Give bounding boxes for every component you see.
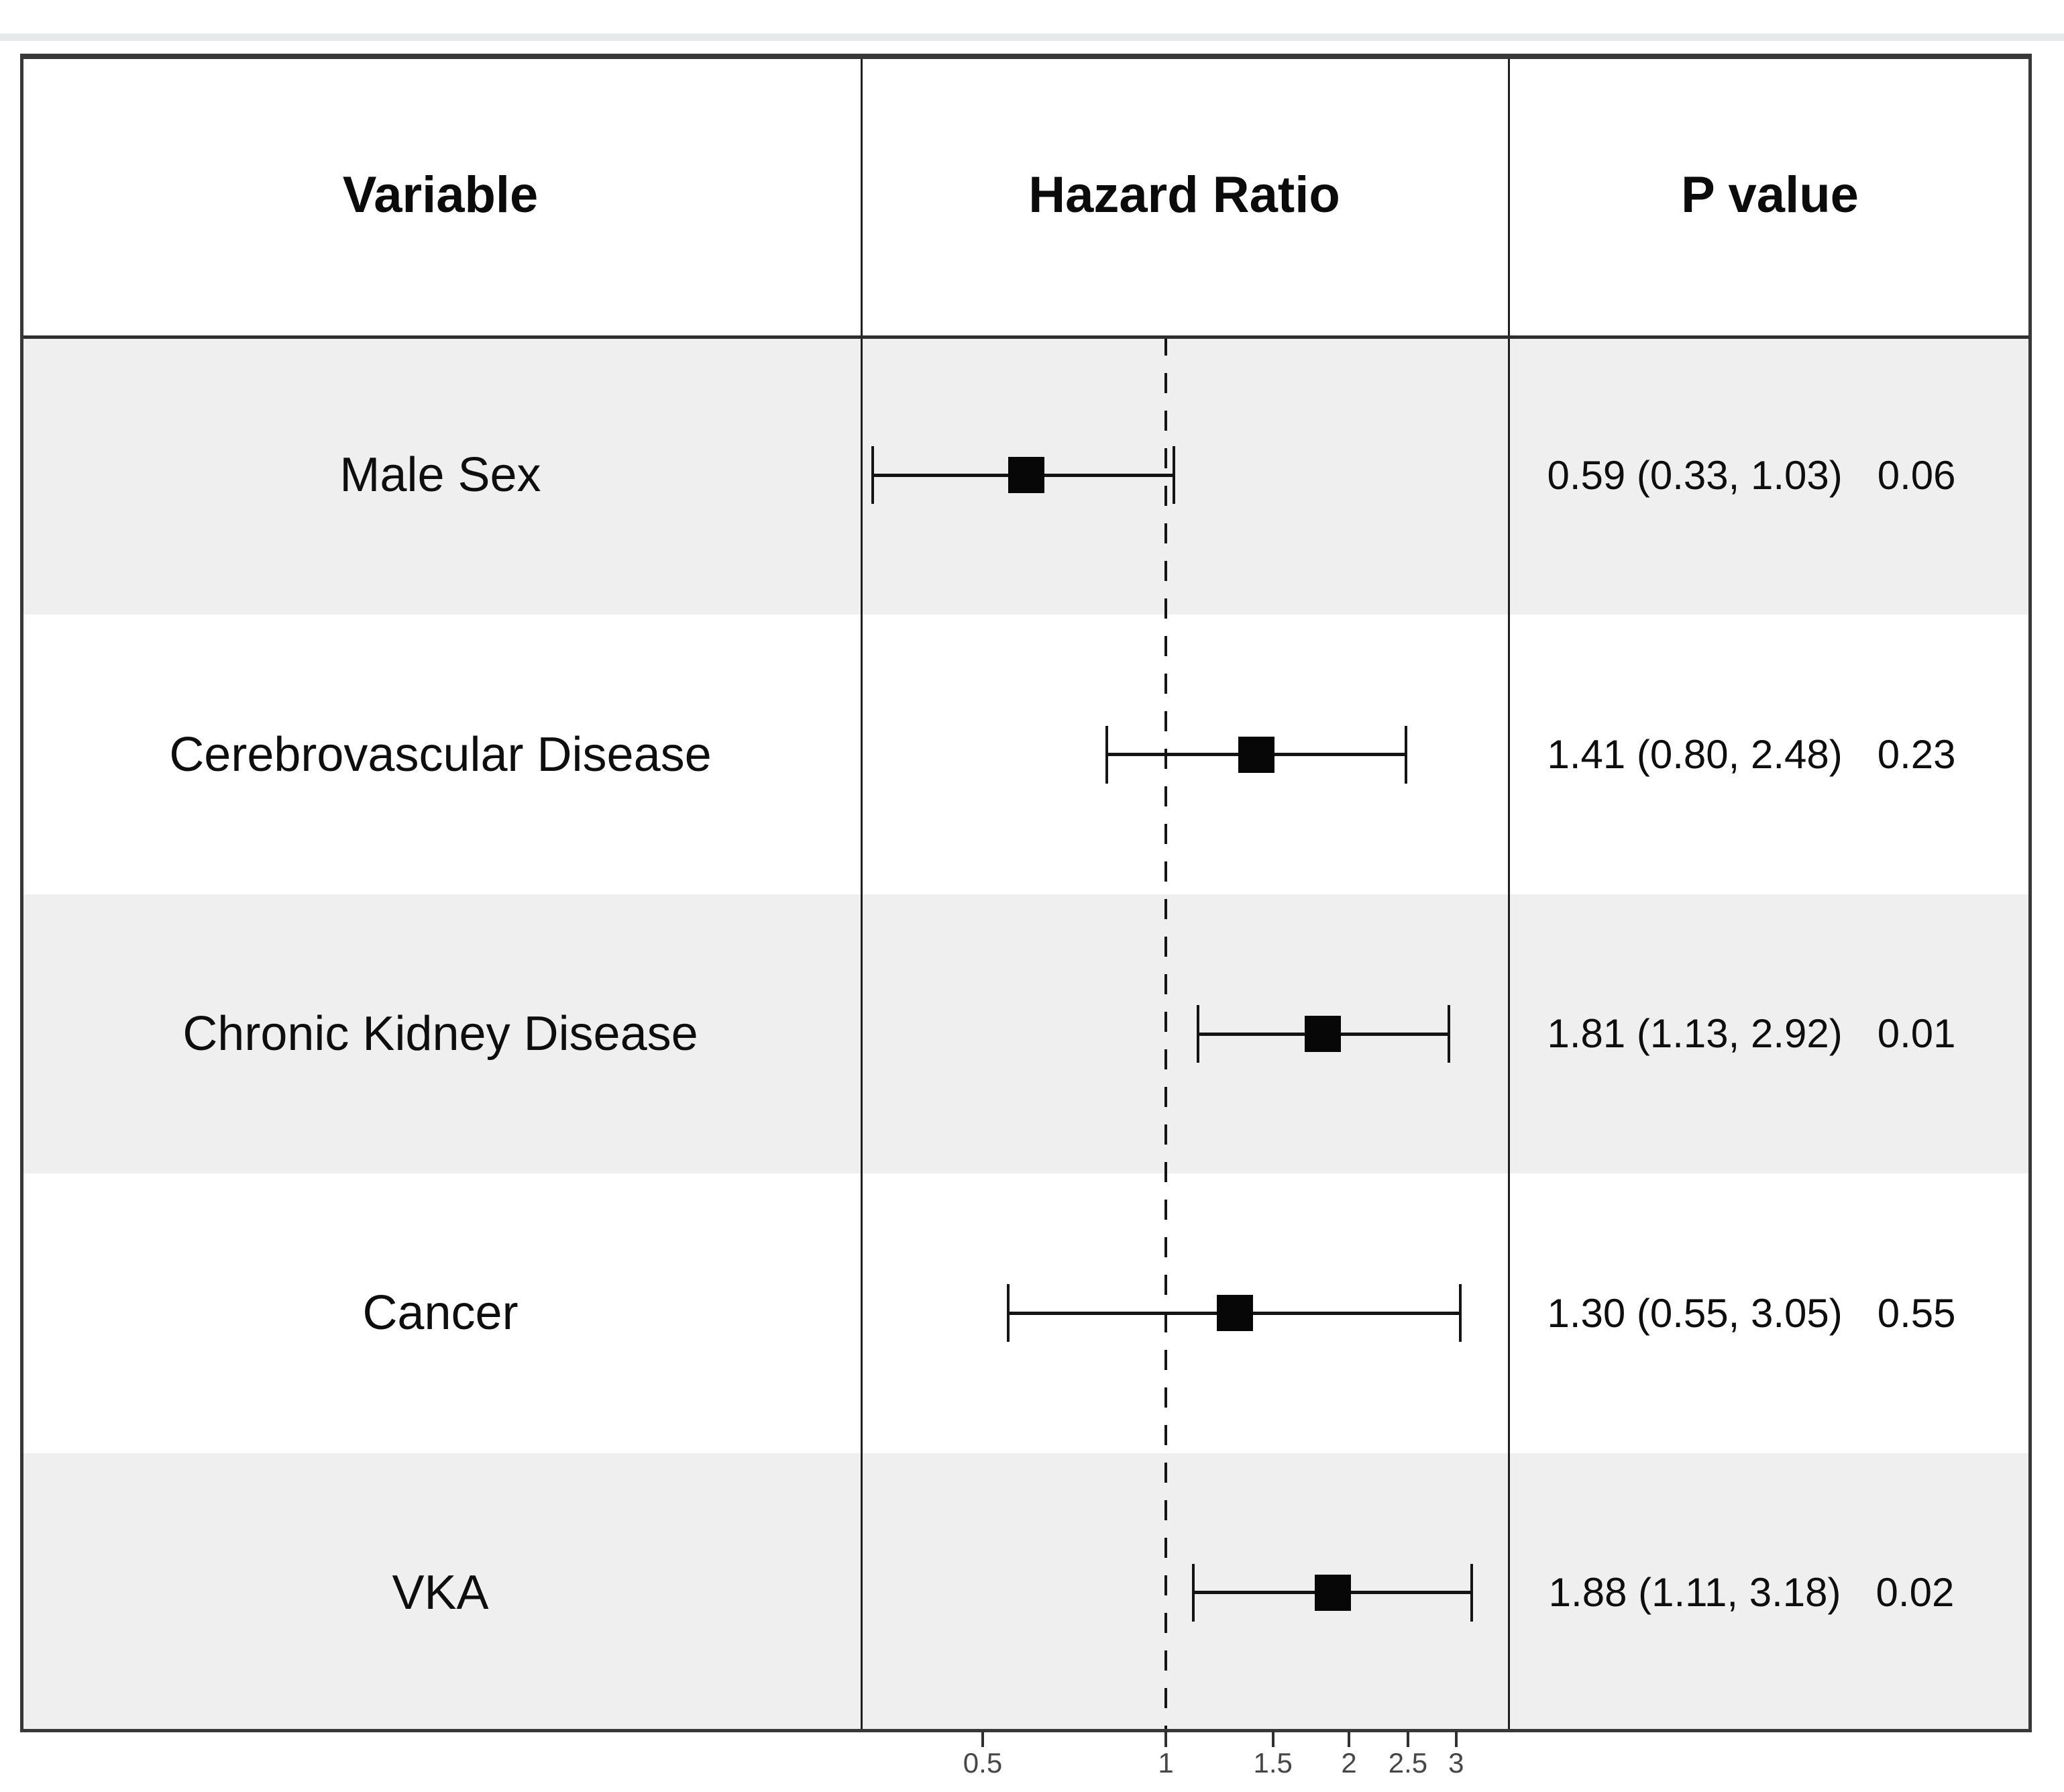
column-divider-2 <box>1508 54 1510 1732</box>
ci-cap-low <box>1006 1284 1010 1342</box>
variable-label: Cerebrovascular Disease <box>169 727 712 782</box>
ci-cap-high <box>1459 1284 1462 1342</box>
hr-point-marker <box>1314 1574 1351 1611</box>
ci-cap-high <box>1470 1563 1473 1622</box>
p-value-text: 0.55 <box>1877 1290 1956 1336</box>
hr-point-marker <box>1217 1295 1254 1332</box>
estimate-p-cell: 1.81 (1.13, 2.92) 0.01 <box>1508 894 2032 1173</box>
hr-point-marker <box>1304 1016 1341 1052</box>
ci-cap-low <box>1105 725 1109 784</box>
page-top-divider <box>0 34 2064 41</box>
ci-cap-low <box>1197 1005 1200 1063</box>
reference-line <box>1164 335 1168 1732</box>
x-axis-tick-label: 2.5 <box>1388 1747 1428 1779</box>
estimate-p-cell: 1.30 (0.55, 3.05) 0.55 <box>1508 1173 2032 1453</box>
variable-label: VKA <box>392 1565 489 1620</box>
column-header-hazard-ratio: Hazard Ratio <box>1028 166 1340 223</box>
x-axis-tick <box>981 1731 984 1747</box>
p-value-text: 0.06 <box>1877 452 1956 498</box>
variable-label: Cancer <box>362 1286 519 1340</box>
x-axis-tick-label: 2 <box>1341 1747 1357 1779</box>
p-value-text: 0.01 <box>1877 1011 1956 1057</box>
hr-ci-text: 1.81 (1.13, 2.92) <box>1547 1011 1843 1057</box>
column-divider-1 <box>861 54 863 1732</box>
table-row-stripe <box>20 894 2032 1174</box>
estimate-p-cell: 1.41 (0.80, 2.48) 0.23 <box>1508 615 2032 894</box>
x-axis-tick-label: 1 <box>1158 1747 1174 1779</box>
ci-cap-low <box>871 446 875 505</box>
x-axis-tick <box>1348 1731 1351 1747</box>
estimate-p-cell: 1.88 (1.11, 3.18) 0.02 <box>1508 1453 2032 1732</box>
ci-cap-high <box>1404 725 1407 784</box>
table-row-stripe <box>20 1453 2032 1732</box>
x-axis-tick-label: 3 <box>1448 1747 1464 1779</box>
ci-cap-low <box>1192 1563 1195 1622</box>
x-axis-tick-label: 0.5 <box>963 1747 1003 1779</box>
hr-ci-text: 1.30 (0.55, 3.05) <box>1547 1290 1843 1336</box>
hr-point-marker <box>1238 736 1275 773</box>
header-divider <box>20 335 2032 339</box>
variable-label: Chronic Kidney Disease <box>182 1006 698 1061</box>
ci-cap-high <box>1448 1005 1451 1063</box>
hr-ci-text: 0.59 (0.33, 1.03) <box>1547 452 1843 498</box>
x-axis-tick <box>1271 1731 1274 1747</box>
column-header-variable: Variable <box>342 166 539 223</box>
p-value-text: 0.23 <box>1877 732 1956 778</box>
x-axis-tick <box>1454 1731 1458 1747</box>
x-axis-tick-label: 1.5 <box>1253 1747 1293 1779</box>
ci-cap-high <box>1172 446 1175 505</box>
column-header-p-value: P value <box>1681 166 1859 223</box>
estimate-p-cell: 0.59 (0.33, 1.03) 0.06 <box>1508 335 2032 615</box>
hr-ci-text: 1.41 (0.80, 2.48) <box>1547 732 1843 778</box>
x-axis-tick <box>1406 1731 1409 1747</box>
p-value-text: 0.02 <box>1876 1570 1955 1616</box>
hr-ci-text: 1.88 (1.11, 3.18) <box>1548 1570 1841 1616</box>
variable-label: Male Sex <box>339 448 541 503</box>
x-axis-tick <box>1164 1731 1168 1747</box>
hr-point-marker <box>1008 457 1045 494</box>
